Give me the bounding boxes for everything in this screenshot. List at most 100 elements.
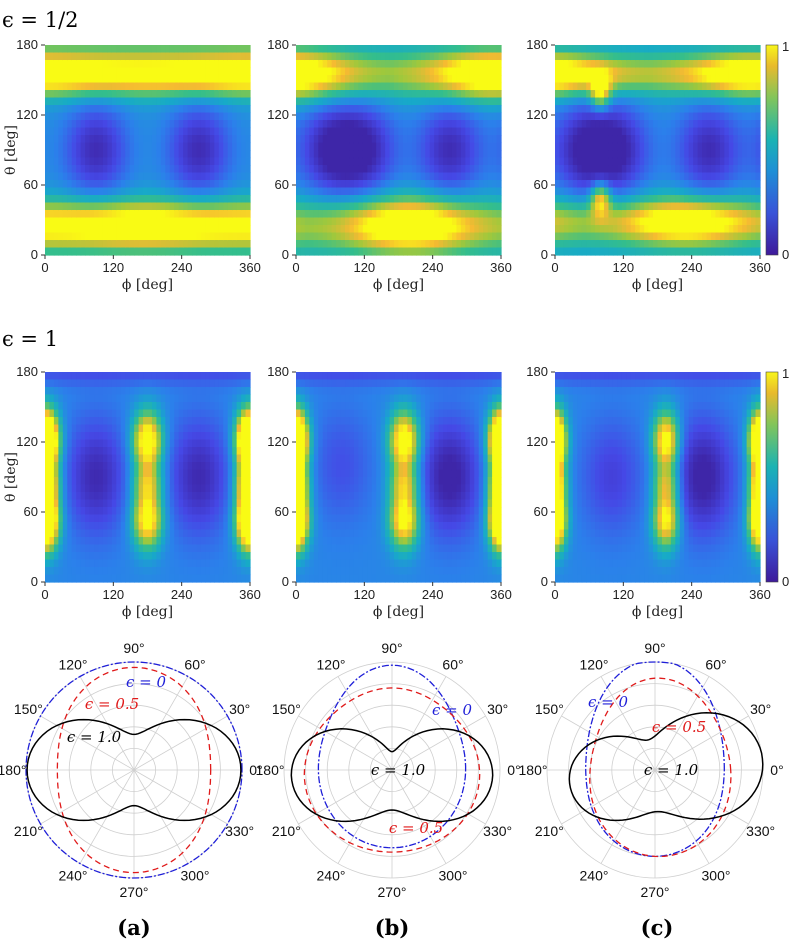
heatmap-cell: [595, 90, 601, 99]
heatmap-cell: [483, 112, 489, 121]
heatmap-cell: [49, 424, 55, 433]
heatmap-cell: [670, 210, 676, 219]
heatmap-cell: [151, 574, 158, 583]
heatmap-cell: [129, 537, 135, 546]
heatmap-cell: [376, 172, 382, 181]
heatmap-cell: [125, 172, 131, 181]
heatmap-cell: [143, 454, 149, 463]
heatmap-cell: [85, 135, 91, 144]
heatmap-cell: [58, 187, 64, 196]
heatmap-cell: [192, 45, 198, 54]
heatmap-cell: [648, 60, 654, 69]
heatmap-cell: [200, 544, 207, 553]
heatmap-cell: [451, 67, 458, 76]
heatmap-cell: [710, 52, 717, 61]
heatmap-cell: [621, 127, 627, 136]
heatmap-cell: [241, 142, 247, 151]
heatmap-cell: [581, 120, 587, 129]
heatmap-cell: [125, 232, 131, 241]
heatmap-cell: [241, 150, 247, 159]
heatmap-cell: [94, 112, 100, 121]
heatmap-cell: [209, 120, 215, 129]
heatmap-cell: [728, 67, 734, 76]
heatmap-cell: [572, 135, 578, 144]
heatmap-cell: [192, 112, 198, 121]
heatmap-cell: [209, 225, 215, 234]
heatmap-cell: [362, 60, 368, 69]
heatmap-cell: [94, 82, 100, 91]
heatmap-cell: [755, 45, 761, 54]
heatmap-cell: [102, 469, 108, 478]
heatmap-cell: [693, 112, 699, 121]
heatmap-cell: [621, 112, 627, 121]
heatmap-cell: [318, 52, 324, 61]
heatmap-cell: [590, 127, 596, 136]
heatmap-cell: [94, 372, 100, 381]
heatmap-cell: [746, 217, 752, 226]
heatmap-cell: [80, 552, 86, 561]
heatmap-cell: [71, 432, 77, 441]
heatmap-cell: [147, 210, 153, 219]
heatmap-cell: [465, 180, 471, 189]
heatmap-cell: [385, 60, 391, 69]
heatmap-cell: [715, 67, 721, 76]
heatmap-cell: [688, 127, 694, 136]
heatmap-cell: [94, 157, 100, 166]
heatmap-cell: [200, 157, 207, 166]
heatmap-cell: [245, 225, 251, 234]
heatmap-cell: [205, 232, 211, 241]
heatmap-cell: [563, 105, 569, 114]
heatmap-cell: [53, 90, 59, 99]
heatmap-cell: [336, 52, 342, 61]
heatmap-cell: [367, 240, 373, 249]
heatmap-cell: [214, 379, 220, 388]
heatmap-cell: [174, 499, 180, 508]
heatmap-cell: [214, 75, 220, 84]
heatmap-cell: [751, 150, 757, 159]
heatmap-cell: [85, 142, 91, 151]
heatmap-cell: [487, 142, 493, 151]
heatmap-cell: [196, 45, 202, 54]
heatmap-cell: [67, 522, 73, 531]
heatmap-cell: [331, 52, 337, 61]
heatmap-cell: [98, 127, 104, 136]
heatmap-cell: [85, 447, 91, 456]
heatmap-cell: [107, 484, 113, 493]
heatmap-cell: [371, 187, 377, 196]
heatmap-cell: [670, 112, 676, 121]
heatmap-cell: [465, 157, 471, 166]
heatmap-cell: [232, 187, 238, 196]
heatmap-cell: [200, 537, 207, 546]
heatmap-cell: [644, 225, 650, 234]
heatmap-cell: [451, 202, 458, 211]
heatmap-cell: [214, 135, 220, 144]
heatmap-cell: [183, 60, 189, 69]
heatmap-cell: [706, 90, 712, 99]
heatmap-cell: [456, 52, 462, 61]
heatmap-cell: [192, 240, 198, 249]
heatmap-cell: [719, 135, 725, 144]
heatmap-cell: [120, 469, 126, 478]
heatmap-cell: [644, 217, 650, 226]
heatmap-cell: [648, 157, 654, 166]
heatmap-cell: [697, 67, 703, 76]
heatmap-cell: [76, 172, 82, 181]
heatmap-cell: [710, 195, 717, 204]
heatmap-cell: [205, 387, 211, 396]
heatmap-cell: [675, 135, 681, 144]
heatmap-cell: [147, 537, 153, 546]
heatmap-cell: [58, 394, 64, 403]
heatmap-cell: [107, 60, 113, 69]
heatmap-cell: [116, 195, 122, 204]
heatmap-cell: [62, 574, 68, 583]
heatmap-cell: [367, 142, 373, 151]
heatmap-cell: [621, 120, 627, 129]
heatmap-cell: [407, 180, 413, 189]
heatmap-cell: [165, 217, 171, 226]
heatmap-cell: [174, 514, 180, 523]
heatmap-cell: [675, 165, 681, 174]
heatmap-cell: [296, 217, 302, 226]
heatmap-cell: [85, 165, 91, 174]
heatmap-cell: [648, 105, 654, 114]
heatmap-cell: [241, 127, 247, 136]
